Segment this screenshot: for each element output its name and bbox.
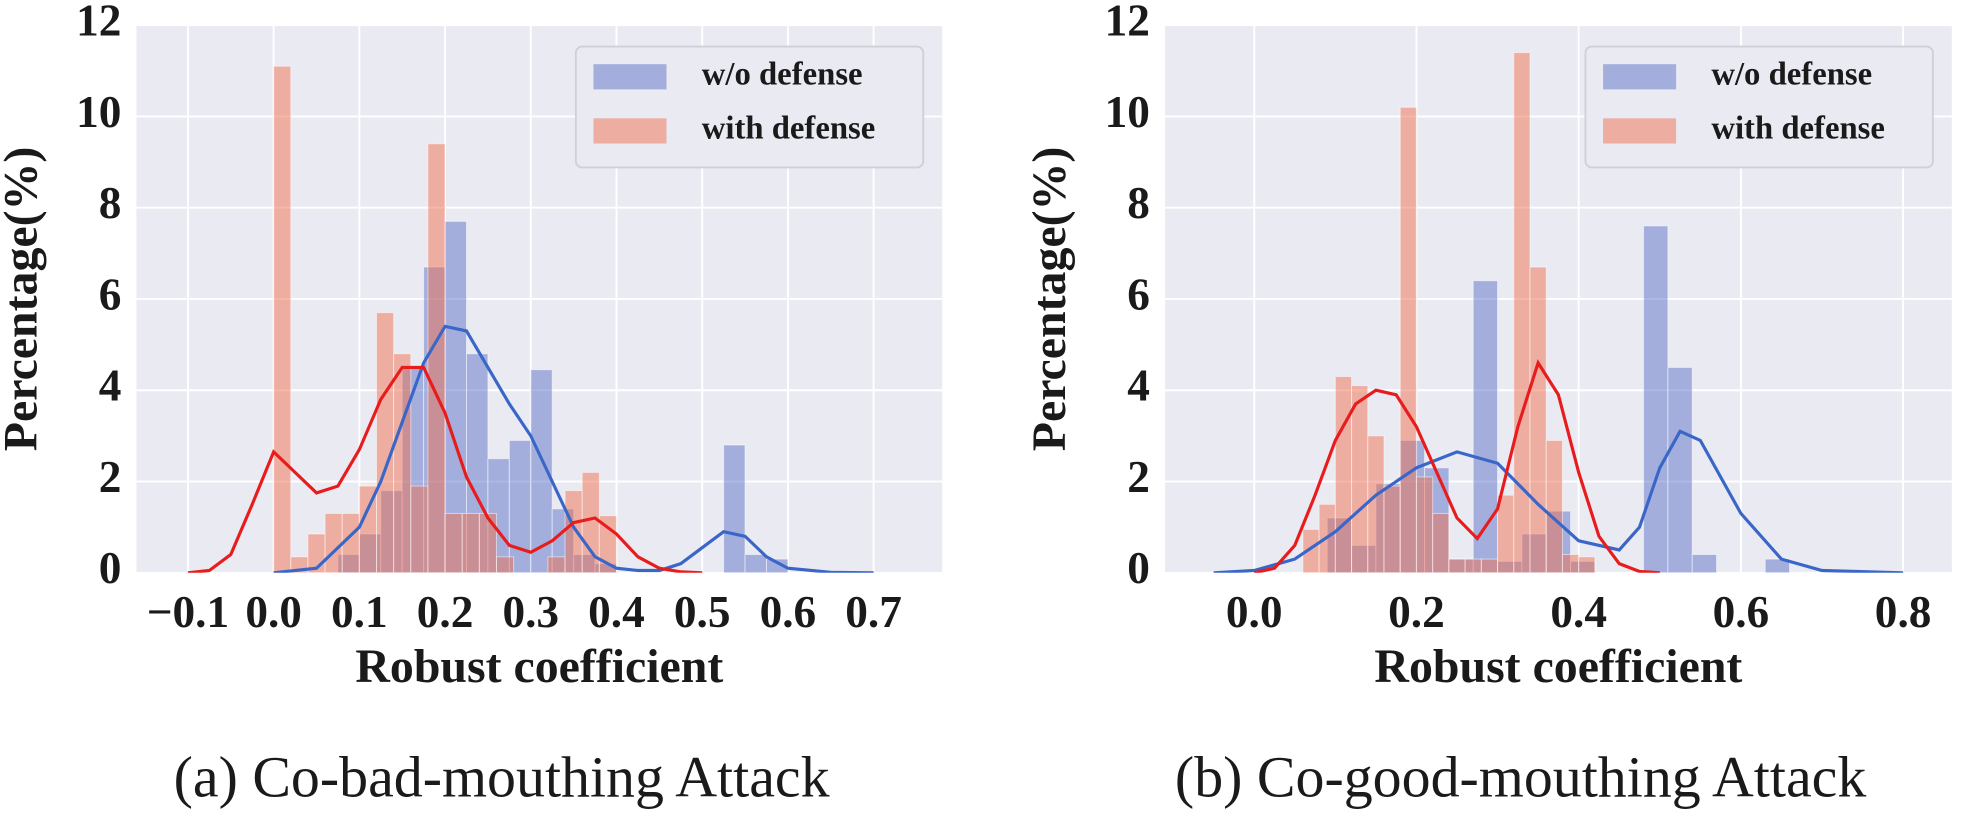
x-axis-label: Robust coefficient — [355, 640, 723, 693]
y-tick-label: 8 — [1127, 178, 1150, 228]
histogram-bar — [1464, 558, 1482, 573]
histogram-bar — [723, 444, 746, 573]
kde-line — [187, 365, 703, 573]
y-tick-label: 12 — [1105, 0, 1150, 46]
histogram-bar — [1545, 439, 1563, 573]
x-tick-label: 0.4 — [1550, 587, 1607, 637]
legend-label: with defense — [702, 110, 876, 146]
y-tick-label: 10 — [1105, 87, 1150, 137]
histogram-bar — [1367, 435, 1385, 573]
histogram-bar — [1432, 512, 1450, 573]
y-tick-label: 12 — [76, 0, 121, 46]
histogram-bar — [273, 65, 292, 573]
legend: w/o defense with defense — [1584, 45, 1934, 169]
histogram-bar — [1415, 476, 1434, 573]
x-tick-label: 0.5 — [674, 587, 731, 637]
x-tick-label: 0.4 — [588, 587, 645, 637]
kde-line — [1253, 359, 1660, 573]
histogram-bar — [375, 312, 395, 573]
x-tick-label: −0.1 — [147, 587, 229, 637]
legend-label: w/o defense — [702, 56, 863, 92]
legend: w/o defense with defense — [574, 45, 925, 169]
subplot: 0.0 0.2 0.4 0.6 0.8 0 2 4 6 8 10 12 Robust coefficie… — [1023, 0, 1952, 809]
legend-swatch — [1603, 118, 1677, 144]
legend-swatch — [593, 118, 667, 144]
plot-marks — [187, 65, 874, 573]
histogram-bar — [508, 439, 532, 573]
x-tick-label: 0.6 — [1713, 587, 1770, 637]
x-tick-label: 0.0 — [245, 587, 302, 637]
y-tick-label: 2 — [99, 452, 122, 502]
y-tick-label: 2 — [1127, 452, 1150, 502]
legend-swatch — [1603, 64, 1677, 90]
histogram-bar — [1691, 554, 1718, 573]
x-tick-label: 0.3 — [502, 587, 559, 637]
histogram-bar — [1383, 485, 1401, 573]
histogram-bar — [393, 353, 412, 573]
x-tick-label: 0.2 — [417, 587, 474, 637]
y-tick-label: 8 — [99, 178, 122, 228]
histogram-bar — [1497, 494, 1515, 573]
histogram-bar — [1578, 556, 1596, 573]
kde-line — [1213, 429, 1904, 573]
histogram-bar — [444, 512, 463, 573]
histogram-bar — [1529, 266, 1547, 573]
histogram-bar — [547, 556, 566, 573]
y-tick-label: 6 — [1127, 269, 1150, 319]
y-tick-label: 6 — [99, 269, 122, 319]
histogram-bar — [427, 143, 446, 573]
x-tick-label: 0.1 — [331, 587, 388, 637]
x-tick-label: 0.0 — [1226, 587, 1283, 637]
caption: (a) Co-bad-mouthing Attack — [174, 744, 830, 809]
y-axis-label: Percentage(%) — [0, 147, 48, 452]
x-tick-label: 0.2 — [1388, 587, 1445, 637]
x-axis-label: Robust coefficient — [1374, 640, 1742, 693]
legend-swatch — [593, 64, 667, 90]
histogram-bar — [564, 490, 583, 573]
histogram-bar — [744, 554, 767, 573]
x-tick-label: 0.7 — [845, 587, 902, 637]
plot-marks — [1213, 52, 1904, 573]
histogram-bar — [410, 485, 429, 573]
caption: (b) Co-good-mouthing Attack — [1175, 744, 1866, 809]
histogram-bar — [1764, 558, 1791, 573]
histogram-bar — [1334, 376, 1353, 573]
legend-label: w/o defense — [1711, 56, 1872, 92]
y-axis-label: Percentage(%) — [1023, 147, 1076, 452]
x-tick-label: 0.8 — [1875, 587, 1932, 637]
histogram-bar — [1448, 558, 1466, 573]
y-tick-label: 0 — [99, 543, 122, 593]
legend-label: with defense — [1711, 110, 1885, 146]
y-tick-label: 4 — [1127, 361, 1150, 411]
histogram-bar — [1667, 366, 1693, 573]
y-tick-label: 4 — [99, 361, 122, 411]
histogram-bar — [324, 512, 343, 573]
y-tick-label: 0 — [1127, 543, 1150, 593]
histogram-bar — [530, 369, 553, 573]
subplot: −0.1 0.0 0.1 0.2 0.3 0.4 0.5 0.6 0.7 0 2 4 6 8 10 12 Rob… — [0, 0, 943, 809]
histogram-bar — [461, 512, 480, 573]
histogram-bar — [1561, 554, 1580, 573]
histogram-bar — [495, 556, 515, 573]
histogram-bar — [1351, 385, 1369, 573]
x-tick-label: 0.6 — [760, 587, 817, 637]
kde-line — [273, 324, 874, 573]
histogram-bar — [765, 558, 789, 573]
histogram-bar — [1480, 558, 1499, 573]
histogram-bar — [478, 512, 497, 573]
histogram-bar — [1643, 225, 1669, 573]
histogram-bar — [1399, 106, 1417, 573]
y-tick-label: 10 — [76, 87, 121, 137]
